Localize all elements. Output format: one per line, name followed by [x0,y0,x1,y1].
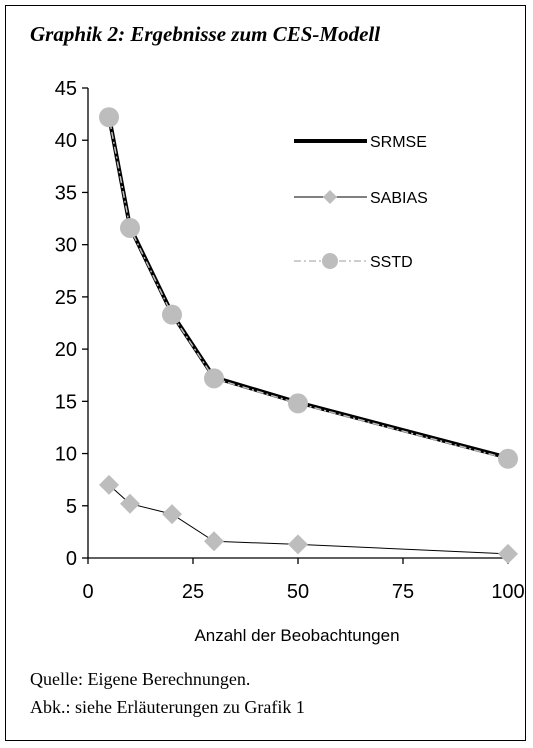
sstd-point [99,107,119,128]
series-line-srmse [107,115,509,460]
x-axis-label: Anzahl der Beobachtungen [194,626,399,645]
sabias-point [120,493,140,514]
sstd-point [120,217,140,238]
sstd-point [498,448,518,469]
x-tick-label: 25 [182,581,204,603]
sstd-point [204,368,224,389]
sabias-point [288,534,308,555]
y-tick-label: 45 [55,78,77,100]
legend-sabias-marker [323,190,337,204]
legend: SRMSE SABIAS SSTD [294,134,428,271]
y-tick-label: 5 [66,496,77,518]
x-tick-label: 100 [491,581,524,603]
y-tick-label: 30 [55,235,77,257]
source-note: Quelle: Eigene Berechnungen. [30,669,251,689]
legend-sstd-marker [322,253,338,269]
legend-sstd-label: SSTD [370,254,413,271]
y-tick-label: 35 [55,182,77,204]
sstd-point [162,304,182,325]
x-tick-label: 75 [392,581,414,603]
y-tick-label: 10 [55,444,77,466]
x-tick-label: 0 [82,581,93,603]
sstd-point [288,393,308,414]
series-layer [99,107,518,564]
figure-frame [5,5,526,741]
y-tick-label: 25 [55,287,77,309]
sabias-point [99,474,119,495]
legend-sabias-label: SABIAS [370,190,428,207]
abbreviation-note: Abk.: siehe Erläuterungen zu Grafik 1 [30,697,305,717]
chart-title: Graphik 2: Ergebnisse zum CES-Modell [30,22,381,46]
y-tick-label: 40 [55,130,77,152]
sabias-point [498,543,518,564]
legend-srmse-label: SRMSE [370,134,427,151]
series-line-sstd [108,117,509,460]
x-tick-label: 50 [287,581,309,603]
sabias-point [204,531,224,552]
y-tick-label: 0 [66,548,77,570]
y-tick-label: 15 [55,391,77,413]
axes-layer: 0 5 10 15 20 25 30 35 40 45 0 25 50 75 100 [55,78,525,603]
y-tick-label: 20 [55,339,77,361]
sabias-point [162,504,182,525]
